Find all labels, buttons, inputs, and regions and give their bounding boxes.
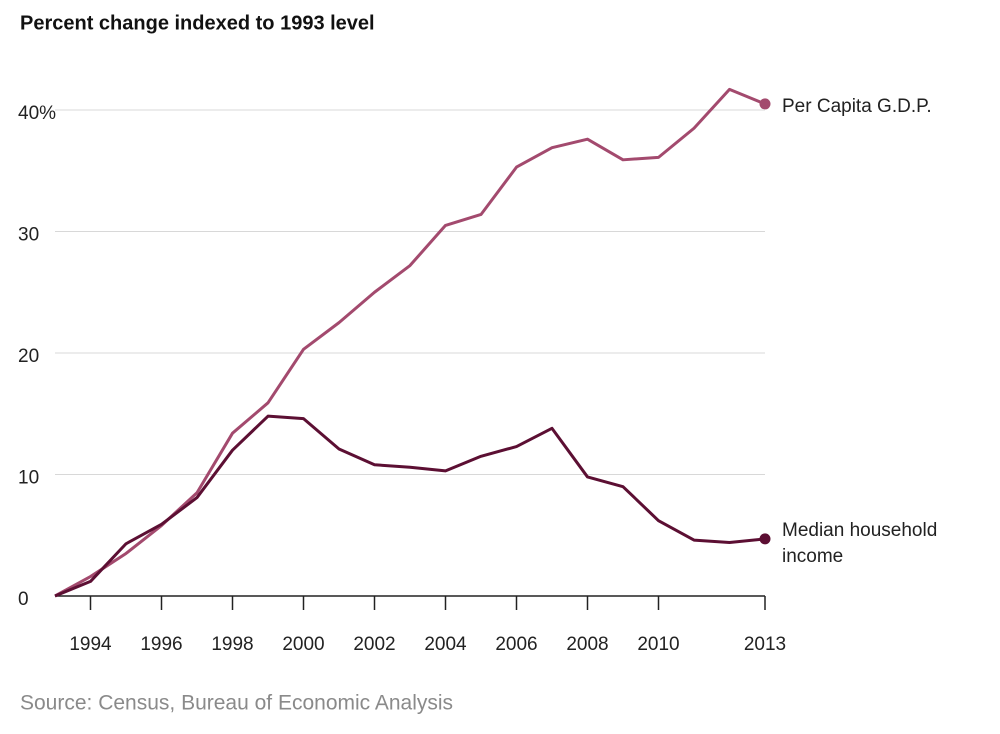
y-tick-label: 10: [18, 468, 39, 489]
x-tick-label: 2006: [495, 634, 537, 655]
x-tick-label: 2002: [353, 634, 395, 655]
x-tick-label: 2013: [744, 634, 786, 655]
chart-title: Percent change indexed to 1993 level: [20, 12, 375, 34]
y-tick-label: 0: [18, 589, 29, 610]
x-tick-label: 2008: [566, 634, 608, 655]
source-note: Source: Census, Bureau of Economic Analy…: [20, 692, 453, 715]
series-line: [54, 414, 766, 598]
y-tick-label: 40%: [18, 103, 56, 124]
series-label: Median household income: [782, 520, 938, 567]
x-tick-label: 1996: [140, 634, 182, 655]
x-tick-label: 2010: [637, 634, 679, 655]
y-tick-label: 30: [18, 225, 39, 246]
series-label: Per Capita G.D.P.: [782, 96, 932, 117]
x-tick-label: 1998: [211, 634, 253, 655]
x-tick-label: 1994: [69, 634, 112, 655]
end-point: [759, 98, 771, 110]
x-tick-label: 2000: [282, 634, 324, 655]
x-tick-label: 2004: [424, 634, 467, 655]
end-point: [759, 533, 771, 545]
y-tick-label: 20: [18, 346, 39, 367]
